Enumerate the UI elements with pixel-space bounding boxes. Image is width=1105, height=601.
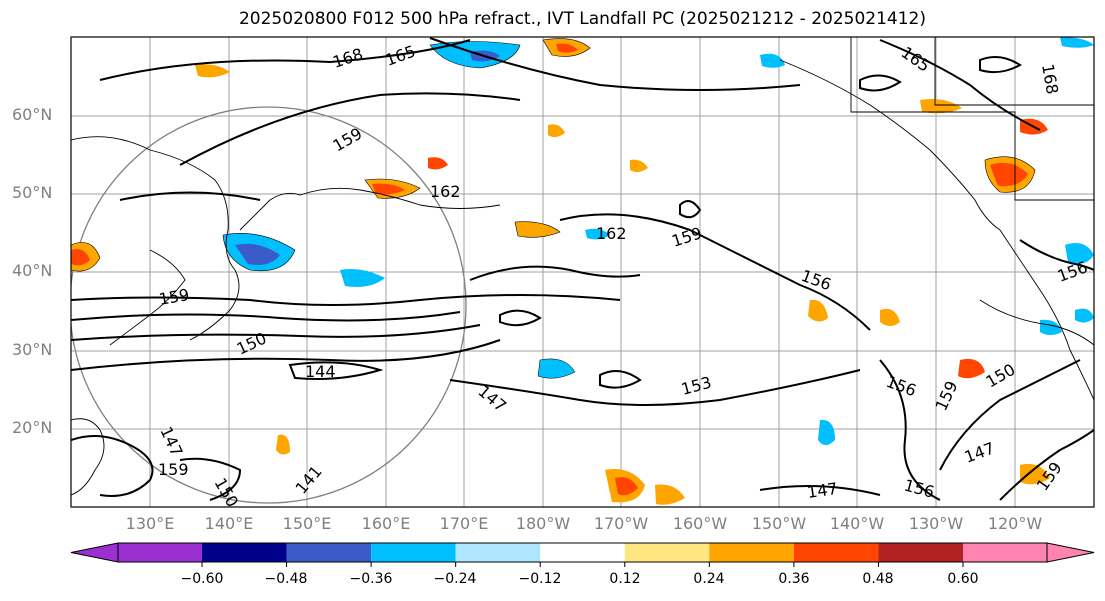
colorbar-outline <box>117 542 1048 563</box>
colorbar-tick-label: −0.12 <box>518 571 562 587</box>
longitude-label: 150°E <box>282 514 332 533</box>
colorbar-extend-max <box>1046 542 1095 563</box>
longitude-label: 140°E <box>204 514 254 533</box>
colorbar-segment <box>793 543 879 562</box>
colorbar-tick-label: 0.12 <box>609 571 641 587</box>
ivt-shading <box>71 37 1094 505</box>
longitude-label: 170°E <box>439 514 489 533</box>
longitude-label: 140°W <box>829 514 885 533</box>
latitude-label: 40°N <box>12 261 53 280</box>
contour-label-group: 168 165 159 162 162 159 156 159 150 144 … <box>156 41 1090 507</box>
contour-label: 147 <box>806 479 839 502</box>
range-circle <box>71 106 467 504</box>
longitude-label: 160°W <box>672 514 728 533</box>
longitude-label: 120°W <box>987 514 1043 533</box>
colorbar-segment <box>878 543 963 562</box>
colorbar-tick-label: −0.24 <box>433 571 477 587</box>
longitude-label: 150°W <box>751 514 807 533</box>
refractivity-contours <box>71 37 1094 501</box>
colorbar-segment <box>371 543 456 562</box>
colorbar-segment <box>963 543 1047 562</box>
colorbar-segment <box>202 543 287 562</box>
longitude-label: 170°W <box>593 514 649 533</box>
contour-label: 159 <box>158 460 189 479</box>
longitude-label: 180°W <box>515 514 571 533</box>
colorbar <box>70 542 1095 567</box>
map-title: 2025020800 F012 500 hPa refract., IVT La… <box>238 9 926 29</box>
contour-label: 144 <box>305 362 336 381</box>
longitude-label: 130°W <box>908 514 964 533</box>
latitude-label: 60°N <box>12 105 53 124</box>
colorbar-tick-label: 0.48 <box>862 571 894 587</box>
gridlines <box>71 37 1094 507</box>
coastlines <box>71 37 1094 496</box>
map-frame <box>70 36 1095 508</box>
colorbar-tick-label: −0.48 <box>264 571 308 587</box>
colorbar-tick-label: 0.36 <box>778 571 810 587</box>
contour-label: 162 <box>596 224 627 243</box>
contour-label: 162 <box>430 182 461 201</box>
longitude-label: 160°E <box>361 514 411 533</box>
longitude-label: 130°E <box>125 514 175 533</box>
colorbar-tick-label: 0.60 <box>947 571 979 587</box>
colorbar-segment <box>286 543 372 562</box>
colorbar-segment <box>624 543 710 562</box>
colorbar-tick-label: −0.60 <box>180 571 224 587</box>
latitude-label: 30°N <box>12 340 53 359</box>
latitude-label: 50°N <box>12 183 53 202</box>
latitude-label: 20°N <box>12 418 53 437</box>
colorbar-segment <box>118 543 202 562</box>
colorbar-segment <box>540 543 625 562</box>
colorbar-tick-label: 0.24 <box>693 571 725 587</box>
colorbar-segment <box>455 543 541 562</box>
colorbar-segment <box>709 543 794 562</box>
colorbar-extend-min <box>70 542 119 563</box>
colorbar-tick-label: −0.36 <box>349 571 393 587</box>
